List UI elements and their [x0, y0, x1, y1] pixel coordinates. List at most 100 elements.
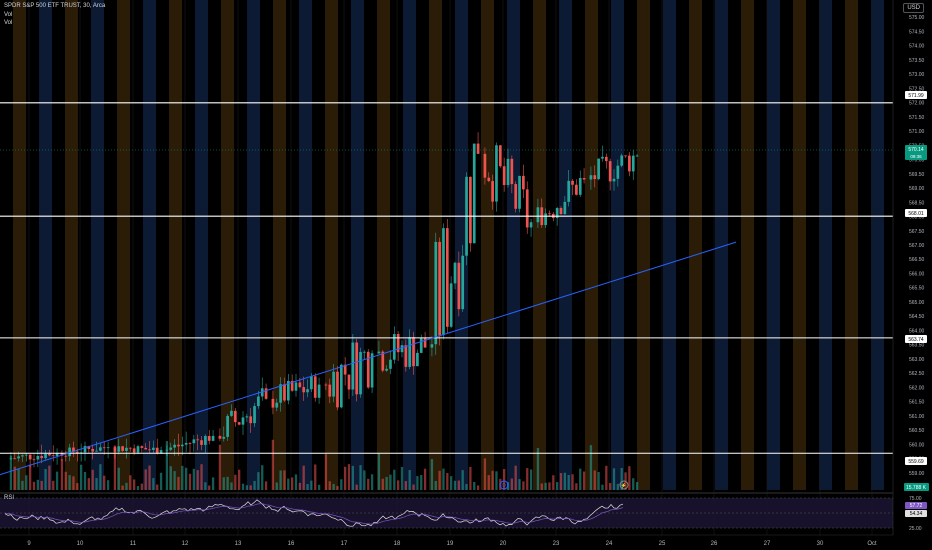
- candle-body[interactable]: [17, 456, 20, 459]
- candle-body[interactable]: [290, 380, 294, 391]
- candle-body[interactable]: [536, 207, 540, 223]
- event-marker-earnings[interactable]: D: [499, 480, 509, 490]
- candle-body[interactable]: [233, 410, 237, 423]
- candle-body[interactable]: [453, 262, 457, 284]
- candle-body[interactable]: [430, 344, 434, 348]
- candle-body[interactable]: [87, 446, 91, 449]
- candle-body[interactable]: [442, 228, 445, 336]
- candle-body[interactable]: [48, 453, 51, 456]
- candle-body[interactable]: [336, 371, 339, 408]
- candle-body[interactable]: [396, 334, 400, 353]
- candle-body[interactable]: [624, 155, 627, 157]
- event-marker-lightning[interactable]: ⚡: [619, 480, 629, 490]
- candle-body[interactable]: [339, 364, 343, 408]
- candle-body[interactable]: [279, 384, 282, 403]
- candle-body[interactable]: [408, 337, 412, 367]
- candle-body[interactable]: [597, 158, 600, 180]
- candle-body[interactable]: [13, 458, 17, 460]
- candle-body[interactable]: [60, 452, 64, 456]
- candle-body[interactable]: [218, 435, 222, 439]
- candle-body[interactable]: [36, 455, 40, 460]
- candle-body[interactable]: [347, 374, 351, 390]
- candle-body[interactable]: [132, 448, 136, 453]
- candle-body[interactable]: [72, 447, 75, 452]
- candle-body[interactable]: [525, 189, 529, 228]
- price-axis[interactable]: 575.00 574.50 574.00 573.50 573.00 572.50 572.…: [892, 0, 932, 550]
- candle-body[interactable]: [548, 213, 551, 215]
- candle-body[interactable]: [567, 180, 571, 202]
- candle-body[interactable]: [313, 376, 317, 398]
- candle-body[interactable]: [631, 155, 635, 172]
- candle-body[interactable]: [64, 455, 68, 457]
- candle-body[interactable]: [188, 442, 192, 444]
- candle-body[interactable]: [616, 165, 620, 179]
- candle-body[interactable]: [271, 398, 275, 408]
- candle-body[interactable]: [544, 213, 547, 226]
- candle-body[interactable]: [461, 255, 465, 310]
- candle-body[interactable]: [24, 454, 28, 456]
- candle-body[interactable]: [249, 416, 253, 424]
- candle-body[interactable]: [400, 345, 404, 353]
- candle-body[interactable]: [230, 410, 233, 416]
- candle-body[interactable]: [359, 351, 362, 395]
- candle-body[interactable]: [128, 447, 132, 449]
- candle-body[interactable]: [9, 458, 13, 460]
- candle-body[interactable]: [113, 447, 117, 452]
- candle-body[interactable]: [55, 452, 59, 457]
- candle-body[interactable]: [498, 145, 502, 167]
- candle-body[interactable]: [502, 166, 506, 186]
- candle-body[interactable]: [522, 175, 525, 190]
- candle-body[interactable]: [204, 436, 207, 445]
- candle-body[interactable]: [264, 388, 268, 399]
- horizontal-levels[interactable]: [0, 102, 893, 454]
- candle-body[interactable]: [381, 351, 385, 371]
- candle-body[interactable]: [589, 175, 593, 180]
- candle-body[interactable]: [180, 444, 184, 447]
- candle-body[interactable]: [283, 384, 286, 401]
- candle-body[interactable]: [302, 387, 306, 393]
- candle-body[interactable]: [192, 439, 196, 444]
- candle-body[interactable]: [184, 442, 188, 445]
- candle-body[interactable]: [177, 444, 180, 447]
- candle-body[interactable]: [404, 345, 408, 367]
- candle-body[interactable]: [165, 449, 169, 451]
- candle-body[interactable]: [91, 448, 95, 452]
- candle-body[interactable]: [491, 181, 494, 202]
- candle-body[interactable]: [260, 388, 264, 397]
- candle-body[interactable]: [472, 143, 476, 244]
- candle-body[interactable]: [635, 155, 639, 157]
- candle-body[interactable]: [241, 417, 245, 425]
- candle-body[interactable]: [207, 436, 211, 441]
- candle-body[interactable]: [245, 416, 249, 418]
- candle-body[interactable]: [328, 384, 332, 397]
- candle-body[interactable]: [483, 153, 487, 178]
- candle-body[interactable]: [593, 175, 597, 180]
- candle-body[interactable]: [317, 384, 321, 398]
- candle-body[interactable]: [306, 389, 309, 393]
- candle-body[interactable]: [253, 406, 256, 424]
- candle-body[interactable]: [377, 351, 381, 354]
- candle-body[interactable]: [169, 447, 173, 450]
- candle-body[interactable]: [140, 446, 144, 448]
- candle-body[interactable]: [99, 447, 102, 451]
- candle-body[interactable]: [555, 208, 559, 218]
- candle-body[interactable]: [529, 222, 533, 228]
- candle-body[interactable]: [563, 201, 567, 215]
- candle-body[interactable]: [445, 228, 449, 327]
- candle-body[interactable]: [286, 380, 290, 401]
- candle-body[interactable]: [506, 158, 510, 186]
- candle-body[interactable]: [385, 368, 388, 371]
- candle-body[interactable]: [211, 435, 215, 441]
- candle-body[interactable]: [412, 337, 415, 367]
- candle-body[interactable]: [28, 454, 32, 460]
- candle-body[interactable]: [351, 342, 355, 390]
- candle-body[interactable]: [604, 156, 608, 162]
- candle-body[interactable]: [575, 184, 578, 195]
- currency-button[interactable]: USD: [903, 3, 924, 13]
- candle-body[interactable]: [83, 446, 87, 453]
- candle-body[interactable]: [152, 447, 155, 450]
- trendline[interactable]: [0, 241, 737, 476]
- candle-body[interactable]: [310, 376, 313, 390]
- candle-body[interactable]: [571, 180, 574, 185]
